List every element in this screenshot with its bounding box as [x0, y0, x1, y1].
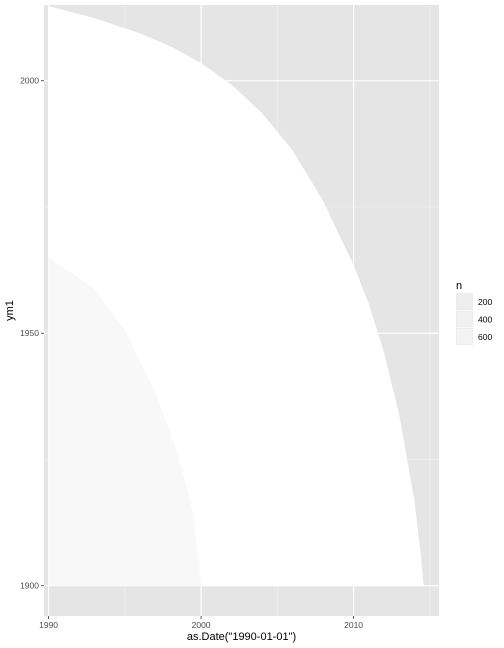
x-tick-label: 1990: [39, 620, 58, 630]
x-tick-label: 2000: [192, 620, 211, 630]
legend-key: [456, 328, 473, 345]
y-axis-title: ym1: [4, 300, 16, 321]
y-axis: 1900 1950 2000: [20, 76, 44, 591]
legend-key: [456, 310, 473, 328]
legend-swatch: [457, 329, 472, 344]
x-tick-label: 2010: [344, 620, 363, 630]
y-tick-label: 2000: [20, 76, 39, 86]
legend-label: 200: [478, 297, 492, 307]
legend-swatch: [457, 294, 472, 309]
legend: n 200 400 600: [456, 280, 492, 345]
legend-key: [456, 293, 473, 310]
legend-label: 600: [478, 332, 492, 342]
legend-swatch: [457, 311, 472, 327]
y-tick-label: 1900: [20, 581, 39, 591]
x-axis: 1990 2000 2010: [39, 616, 363, 630]
density-fan-inner: [48, 257, 202, 586]
x-axis-title: as.Date("1990-01-01"): [187, 631, 296, 643]
y-tick-label: 1950: [20, 328, 39, 338]
legend-title: n: [456, 280, 462, 292]
legend-label: 400: [478, 315, 492, 325]
